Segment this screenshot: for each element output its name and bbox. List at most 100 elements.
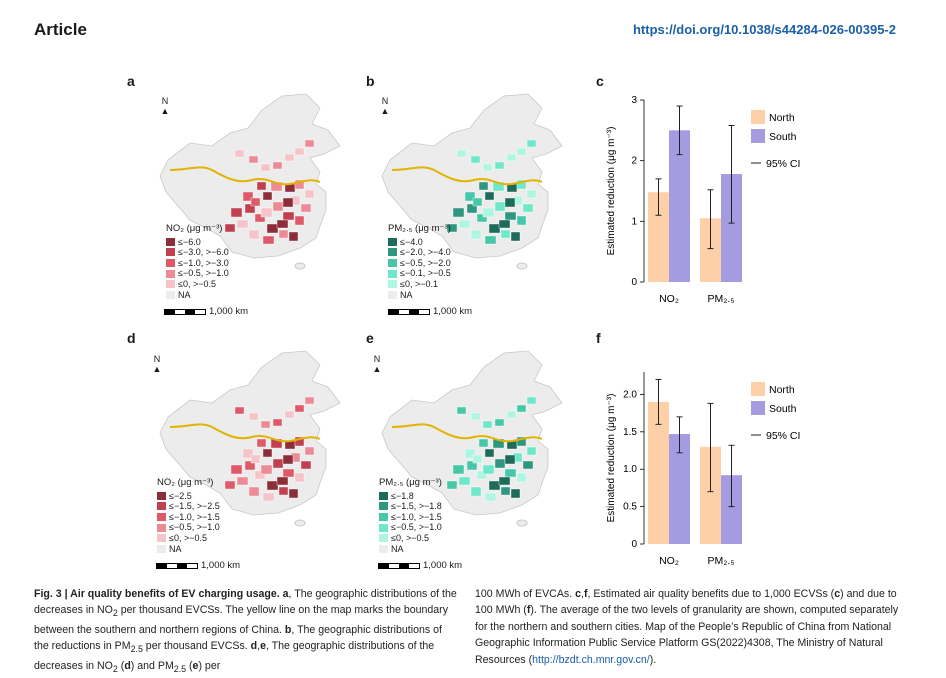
legend-label: North [769,384,795,396]
city-region [504,468,517,478]
legend-label: ≤−1.0, >−3.0 [178,257,229,268]
y-tick-label: 1.0 [623,464,637,475]
legend-label: NA [178,289,191,300]
legend-label: ≤0, >−0.1 [400,278,438,289]
legend-label: 95% CI [766,430,800,442]
north-arrow: N ▲ [160,96,170,116]
city-region [294,472,305,483]
legend-swatch [751,401,765,415]
legend-b: PM₂.₅ (μg m⁻³) ≤−4.0 ≤−2.0, >−4.0 ≤−0.5, >−… [388,223,451,300]
legend-label: ≤−1.0, >−1.5 [169,511,220,522]
city-region [522,460,534,470]
city-region [510,231,521,242]
x-tick-label: NO₂ [659,293,679,305]
x-tick-label: PM₂.₅ [708,293,735,305]
legend-item: ≤−2.5 [157,491,220,502]
legend-swatch [388,237,397,246]
legend-item: ≤−6.0 [166,237,229,248]
city-region [260,420,271,429]
city-region [488,223,501,234]
city-region [282,468,295,478]
city-region [242,191,254,202]
legend-item: NA [166,290,229,301]
city-region [516,436,527,447]
y-tick-label: 3 [631,95,637,106]
city-region [266,480,279,491]
legend-swatch [166,259,175,268]
legend-title: PM₂.₅ (μg m⁻³) [388,223,451,234]
city-region [504,454,516,465]
legend-swatch [379,513,388,522]
city-region [248,229,260,240]
city-region [260,163,271,172]
legend-swatch [379,523,388,532]
city-region [526,396,537,405]
legend-swatch [388,280,397,289]
legend-label: ≤−2.5 [169,490,192,501]
china-map-a [159,93,341,270]
legend-swatch [157,534,166,543]
city-region [446,480,458,490]
north-arrow: N ▲ [380,96,390,116]
error-bar [707,402,714,493]
legend-label: ≤−0.1, >−0.5 [400,268,451,279]
city-region [260,464,273,475]
city-region [262,492,275,502]
city-region [248,155,259,164]
city-region [484,191,495,201]
city-region [284,410,295,419]
city-region [516,215,527,226]
city-region [472,197,483,207]
legend-label: South [769,131,797,143]
panel-letter-b: b [366,73,375,89]
city-region [516,179,527,190]
city-region [230,207,243,218]
city-region [478,438,489,448]
city-region [288,231,299,242]
hainan-island [294,519,306,527]
legend-swatch [157,513,166,522]
legend-swatch [166,248,175,257]
legend-swatch [388,269,397,278]
city-region [510,488,521,499]
bar [669,434,690,544]
x-tick-label: PM₂.₅ [708,555,735,567]
legend-title: NO₂ (μg m⁻³) [166,223,223,234]
doi-link[interactable]: https://doi.org/10.1038/s44284-026-00395… [632,22,896,37]
city-region [526,189,537,199]
legend-label: ≤−0.5, >−1.0 [391,522,442,533]
legend-label: ≤−1.0, >−1.5 [391,511,442,522]
city-region [294,215,305,226]
legend-swatch [388,290,397,299]
city-region [516,404,527,413]
city-region [300,203,312,213]
legend-label: ≤−0.5, >−2.0 [400,257,451,268]
city-region [304,396,315,405]
city-region [304,189,315,199]
north-south-boundary [391,166,543,186]
bar-chart-c: 0 1 2 3 Estimated reduction (μg m⁻³) NO₂ PM₂.₅… [606,95,800,305]
legend-label: NA [391,543,404,554]
legend-label: ≤−3.0, >−6.0 [178,247,229,258]
legend-item: ≤−1.5, >−1.8 [379,501,442,512]
y-axis-label: Estimated reduction (μg m⁻³) [606,127,617,256]
city-region [248,486,260,497]
city-region [482,207,495,218]
legend-item: ≤−3.0, >−6.0 [166,247,229,258]
legend-swatch [157,491,166,500]
city-region [230,464,243,475]
legend-item: ≤0, >−0.5 [379,533,442,544]
city-region [482,163,493,172]
city-region [452,207,465,218]
city-region [288,488,299,499]
y-tick-label: 1.5 [623,427,637,438]
bar [700,446,721,544]
error-bar [728,124,735,224]
city-region [506,410,517,419]
city-region [272,201,284,212]
city-region [284,153,295,162]
legend-swatch [166,290,175,299]
panel-letter-f: f [596,330,601,346]
legend-label: ≤0, >−0.5 [169,532,207,543]
legend-item: ≤−1.5, >−2.5 [157,501,220,512]
